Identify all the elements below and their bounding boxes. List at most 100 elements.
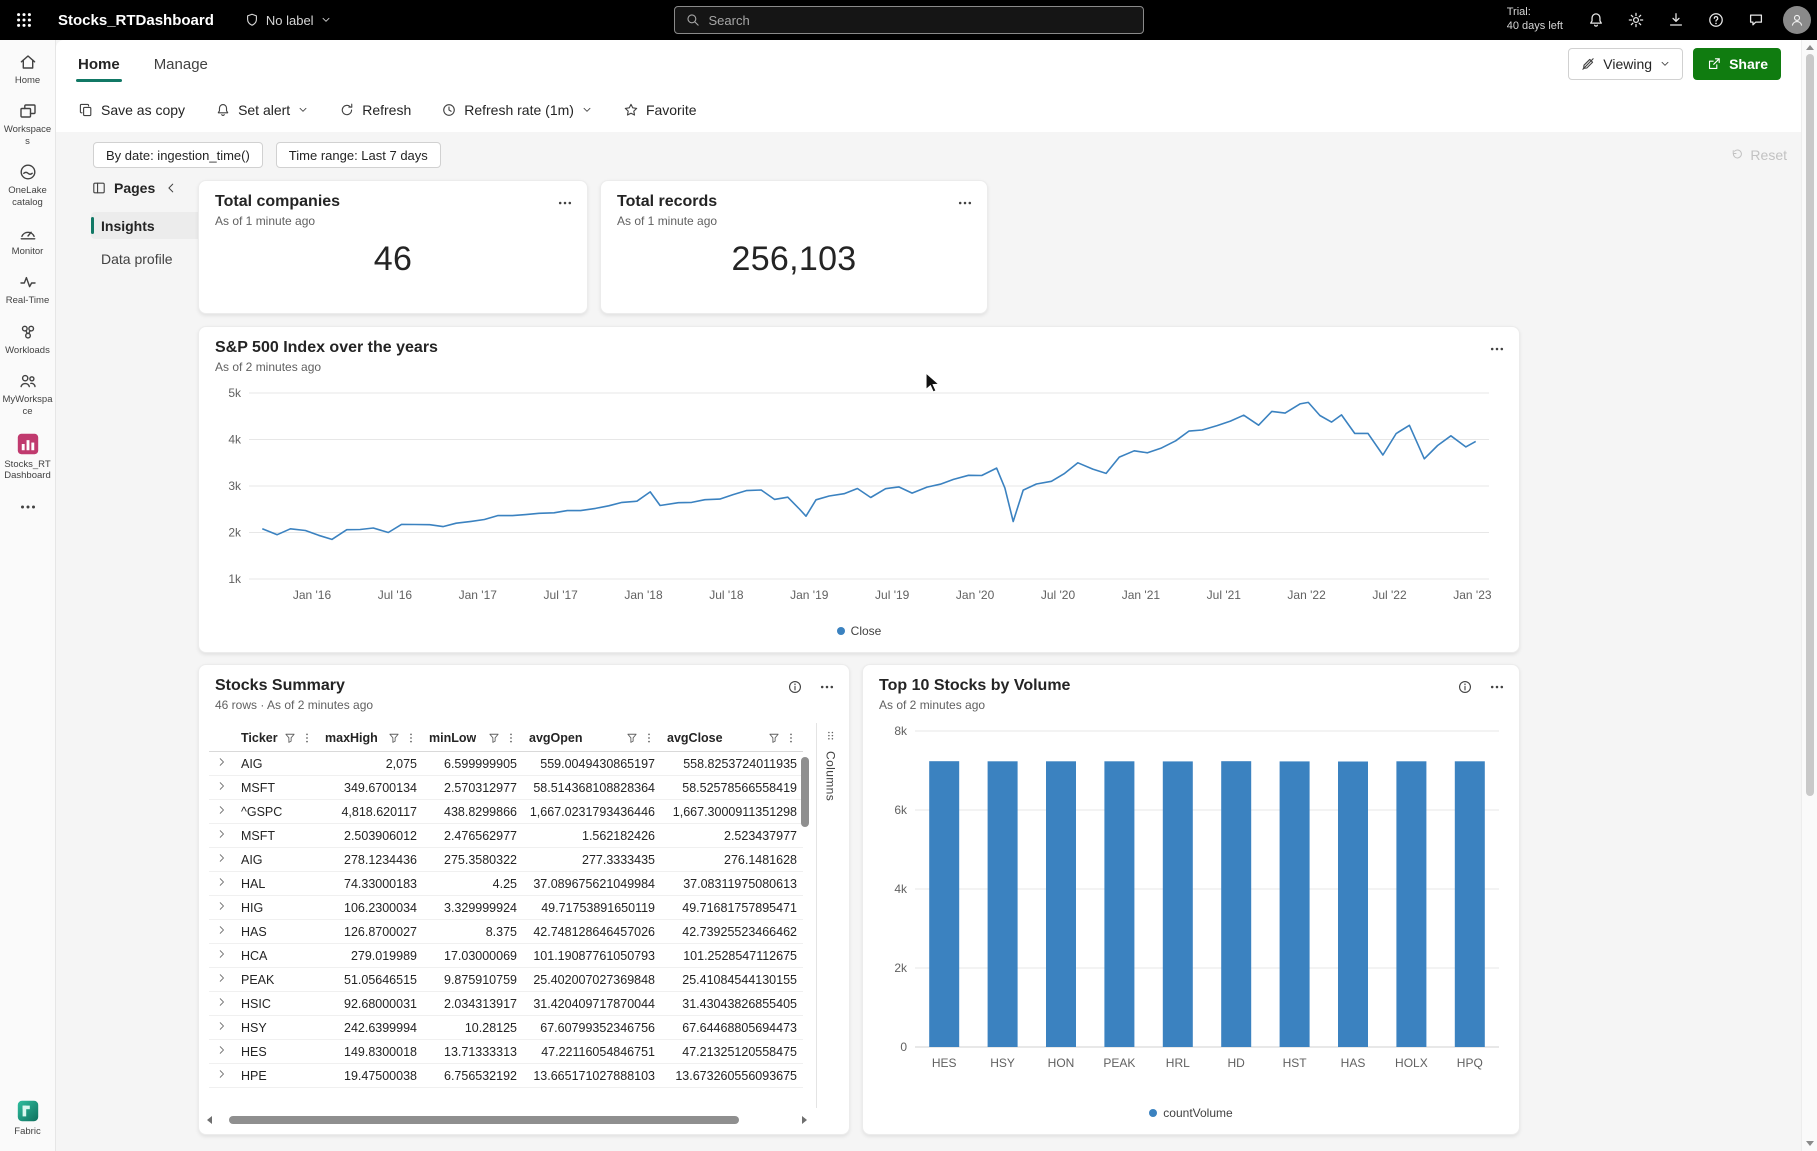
sidebar-item-workloads[interactable]: Workloads — [0, 318, 56, 360]
settings-button[interactable] — [1619, 3, 1653, 37]
scrollbar-track[interactable] — [217, 1115, 797, 1125]
scrollbar-thumb[interactable] — [228, 1116, 739, 1124]
toolbar-set-alert-button[interactable]: Set alert — [215, 102, 309, 118]
tab-manage[interactable]: Manage — [152, 40, 210, 88]
card-menu-button[interactable] — [957, 195, 973, 211]
toolbar-refresh-rate-button[interactable]: Refresh rate (1m) — [441, 102, 593, 118]
collapse-panel-icon[interactable] — [164, 181, 178, 195]
sidebar-item-monitor[interactable]: Monitor — [0, 219, 56, 261]
sidebar-item-real-time[interactable]: Real-Time — [0, 268, 56, 310]
sidebar-item-home[interactable]: Home — [0, 48, 56, 90]
filter-icon[interactable] — [388, 732, 400, 744]
expand-row-icon[interactable] — [216, 828, 228, 840]
sidebar-item-myworkspace[interactable]: MyWorkspace — [0, 367, 56, 421]
table-row[interactable]: HAS 126.8700027 8.375 42.748128646457026 42.… — [209, 919, 803, 944]
scroll-up-arrow-icon[interactable] — [1805, 45, 1814, 50]
expand-row-icon[interactable] — [216, 924, 228, 936]
column-menu-icon[interactable] — [405, 732, 417, 744]
table-row[interactable]: HSIC 92.68000031 2.034313917 31.42040971787… — [209, 991, 803, 1016]
scroll-left-arrow-icon[interactable] — [207, 1116, 212, 1124]
expand-row-icon[interactable] — [216, 996, 228, 1008]
card-menu-button[interactable] — [1489, 341, 1505, 357]
sidebar-item-workspaces[interactable]: Workspaces — [0, 97, 56, 151]
downloads-button[interactable] — [1659, 3, 1693, 37]
table-row[interactable]: HPE 19.47500038 6.756532192 13.665171027888… — [209, 1063, 803, 1088]
expand-row-icon[interactable] — [216, 948, 228, 960]
notifications-button[interactable] — [1579, 3, 1613, 37]
scrollbar-thumb[interactable] — [1805, 54, 1814, 796]
scroll-down-arrow-icon[interactable] — [1805, 1141, 1814, 1146]
expand-row-icon[interactable] — [216, 804, 228, 816]
columns-pane-tab[interactable]: Columns — [816, 723, 844, 1108]
table-row[interactable]: MSFT 2.503906012 2.476562977 1.562182426 2.5… — [209, 823, 803, 848]
filter-icon[interactable] — [768, 732, 780, 744]
sidebar-item-onelake-catalog[interactable]: OneLake catalog — [0, 158, 56, 212]
expand-row-icon[interactable] — [216, 852, 228, 864]
column-header-ticker[interactable]: Ticker — [235, 725, 319, 752]
expand-row-icon[interactable] — [216, 1068, 228, 1080]
tab-home[interactable]: Home — [76, 40, 122, 88]
sidebar-item-more[interactable] — [0, 493, 56, 521]
filter-icon[interactable] — [488, 732, 500, 744]
table-vertical-scrollbar[interactable] — [801, 757, 809, 1077]
search-input[interactable] — [708, 12, 1133, 28]
filter-pill-time-range[interactable]: Time range: Last 7 days — [275, 142, 441, 168]
refresh-rate-icon — [441, 102, 457, 118]
share-button[interactable]: Share — [1693, 48, 1781, 80]
column-header-minlow[interactable]: minLow — [423, 725, 523, 752]
reset-button[interactable]: Reset — [1730, 147, 1787, 163]
expand-row-icon[interactable] — [216, 1044, 228, 1056]
column-menu-icon[interactable] — [301, 732, 313, 744]
scroll-right-arrow-icon[interactable] — [802, 1116, 807, 1124]
column-menu-icon[interactable] — [785, 732, 797, 744]
scrollbar-thumb[interactable] — [801, 757, 809, 827]
workloads-icon — [18, 322, 38, 342]
expand-row-icon[interactable] — [216, 972, 228, 984]
table-horizontal-scrollbar[interactable] — [207, 1113, 807, 1127]
card-menu-button[interactable] — [1489, 679, 1505, 695]
table-row[interactable]: AIG 2,075 6.599999905 559.0049430865197 558.… — [209, 751, 803, 776]
viewing-mode-button[interactable]: Viewing — [1568, 48, 1684, 80]
column-menu-icon[interactable] — [643, 732, 655, 744]
cell-value: 276.1481628 — [661, 847, 803, 872]
expand-row-icon[interactable] — [216, 756, 228, 768]
table-row[interactable]: MSFT 349.6700134 2.570312977 58.51436810882… — [209, 775, 803, 800]
account-avatar[interactable] — [1783, 6, 1811, 34]
table-row[interactable]: HIG 106.2300034 3.329999924 49.717538916501… — [209, 895, 803, 920]
card-menu-button[interactable] — [819, 679, 835, 695]
toolbar-favorite-button[interactable]: Favorite — [623, 102, 697, 118]
card-menu-button[interactable] — [557, 195, 573, 211]
sensitivity-label-button[interactable]: No label — [236, 6, 340, 34]
table-row[interactable]: PEAK 51.05646515 9.875910759 25.40200702736… — [209, 967, 803, 992]
sidebar-item-stocks-rtdashboard[interactable]: Stocks_RTDashboard — [0, 428, 56, 486]
fabric-home-button[interactable]: Fabric — [14, 1093, 41, 1143]
filter-icon[interactable] — [284, 732, 296, 744]
column-menu-icon[interactable] — [505, 732, 517, 744]
page-scrollbar[interactable] — [1801, 40, 1817, 1151]
expand-row-icon[interactable] — [216, 1020, 228, 1032]
expand-row-icon[interactable] — [216, 780, 228, 792]
filter-icon[interactable] — [626, 732, 638, 744]
feedback-button[interactable] — [1739, 3, 1773, 37]
expand-row-icon[interactable] — [216, 876, 228, 888]
card-info-button[interactable] — [787, 679, 803, 695]
column-header-maxhigh[interactable]: maxHigh — [319, 725, 423, 752]
table-row[interactable]: HSY 242.6399994 10.28125 67.60799352346756 6… — [209, 1015, 803, 1040]
table-row[interactable]: HAL 74.33000183 4.25 37.089675621049984 37.0… — [209, 871, 803, 896]
table-row[interactable]: HES 149.8300018 13.71333313 47.221160548467… — [209, 1039, 803, 1064]
column-header-avgopen[interactable]: avgOpen — [523, 725, 661, 752]
global-search[interactable] — [673, 6, 1144, 34]
table-row[interactable]: AIG 278.1234436 275.3580322 277.3333435 276.… — [209, 847, 803, 872]
column-header-avgclose[interactable]: avgClose — [661, 725, 803, 752]
expand-row-icon[interactable] — [216, 900, 228, 912]
toolbar-refresh-button[interactable]: Refresh — [339, 102, 411, 118]
toolbar-save-as-copy-button[interactable]: Save as copy — [78, 102, 185, 118]
card-info-button[interactable] — [1457, 679, 1473, 695]
page-item-data-profile[interactable]: Data profile — [91, 245, 243, 272]
help-button[interactable] — [1699, 3, 1733, 37]
table-row[interactable]: ^GSPC 4,818.620117 438.8299866 1,667.023179… — [209, 799, 803, 824]
more-menu-icon — [557, 195, 573, 211]
table-row[interactable]: HCA 279.019989 17.03000069 101.190877610507… — [209, 943, 803, 968]
app-launcher-button[interactable] — [0, 0, 48, 40]
filter-pill-by-date[interactable]: By date: ingestion_time() — [93, 142, 263, 168]
